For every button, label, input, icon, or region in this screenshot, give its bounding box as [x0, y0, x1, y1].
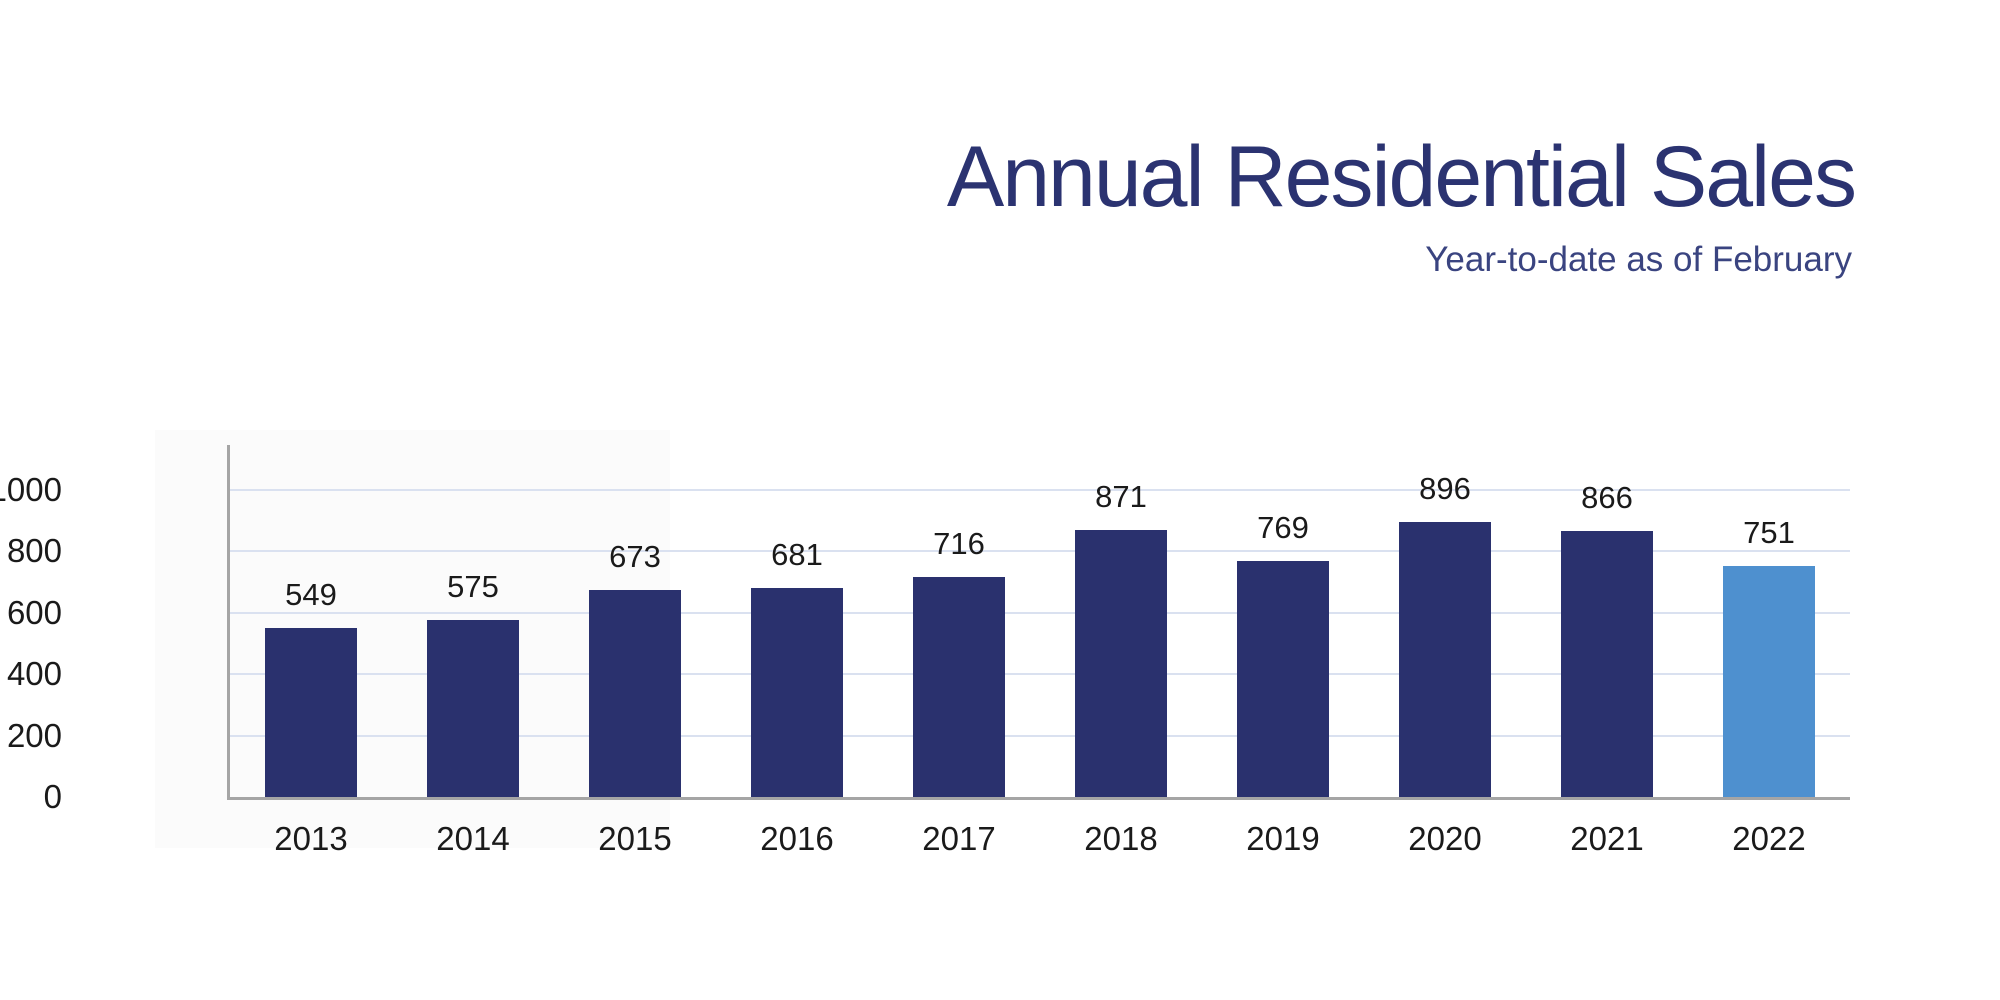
gridline-200: [230, 734, 1850, 737]
y-axis-tick-label-0: 0: [43, 778, 62, 815]
bar-slot-2014: 575 2014: [392, 445, 554, 855]
x-axis-tick-label-2019: 2019: [1246, 820, 1320, 857]
bar-value-label-2013: 549: [285, 577, 337, 613]
bar-2022: [1723, 566, 1815, 797]
bar-slot-2017: 716 2017: [878, 445, 1040, 855]
y-axis-tick-label-400: 400: [6, 655, 62, 693]
bar-slot-2016: 681 2016: [716, 445, 878, 855]
y-axis-tick-label-600: 600: [6, 593, 62, 631]
y-axis-line: [227, 445, 230, 797]
bar-value-label-2020: 896: [1419, 470, 1471, 506]
x-axis-tick-label-2014: 2014: [436, 820, 510, 857]
bar-slot-2013: 549 2013: [230, 445, 392, 855]
gridline-400: [230, 673, 1850, 676]
chart-subtitle: Year-to-date as of February: [1425, 240, 1852, 279]
bar-value-label-2019: 769: [1257, 509, 1309, 545]
y-axis-tick-label-800: 800: [6, 532, 62, 570]
gridline-600: [230, 611, 1850, 614]
x-axis-tick-label-2020: 2020: [1408, 820, 1482, 857]
gridline-800: [230, 550, 1850, 553]
bar-2018: [1075, 529, 1167, 797]
x-axis-tick-label-2018: 2018: [1084, 820, 1158, 857]
bar-2017: [913, 577, 1005, 797]
chart-title: Annual Residential Sales: [946, 129, 1857, 225]
x-axis-tick-label-2021: 2021: [1570, 820, 1644, 857]
gridline-1000: [230, 489, 1850, 491]
bar-slot-2019: 769 2019: [1202, 445, 1364, 855]
x-axis-tick-label-2017: 2017: [922, 820, 996, 857]
bar-value-label-2015: 673: [609, 539, 661, 575]
bar-value-label-2017: 716: [933, 526, 985, 562]
bar-2020: [1399, 521, 1491, 797]
bar-2021: [1561, 531, 1653, 797]
x-axis-tick-label-2013: 2013: [274, 820, 348, 857]
bar-2013: [265, 628, 357, 797]
bar-2015: [589, 590, 681, 797]
bar-value-label-2022: 751: [1743, 515, 1795, 551]
y-axis-tick-label-200: 200: [6, 716, 62, 754]
bar-slot-2018: 871 2018: [1040, 445, 1202, 855]
bar-value-label-2021: 866: [1581, 480, 1633, 516]
bar-slot-2022: 751 2022: [1688, 445, 1850, 855]
bar-value-label-2014: 575: [447, 569, 499, 605]
bar-2014: [427, 620, 519, 797]
bar-value-label-2016: 681: [771, 536, 823, 572]
x-axis-line: [227, 797, 1850, 800]
bar-slot-2020: 896 2020: [1364, 445, 1526, 855]
x-axis-tick-label-2022: 2022: [1732, 820, 1806, 857]
bar-2016: [751, 587, 843, 797]
bar-slot-2015: 673 2015: [554, 445, 716, 855]
bar-value-label-2018: 871: [1095, 478, 1147, 514]
bar-2019: [1237, 560, 1329, 797]
bar-chart-plot-area: 0 200 400 600 800 1000 549 2013 575 2014 673 2015 68…: [0, 445, 1850, 855]
bar-slot-2021: 866 2021: [1526, 445, 1688, 855]
x-axis-tick-label-2015: 2015: [598, 820, 672, 857]
x-axis-tick-label-2016: 2016: [760, 820, 834, 857]
y-axis-tick-label-1000: 1000: [0, 471, 62, 508]
